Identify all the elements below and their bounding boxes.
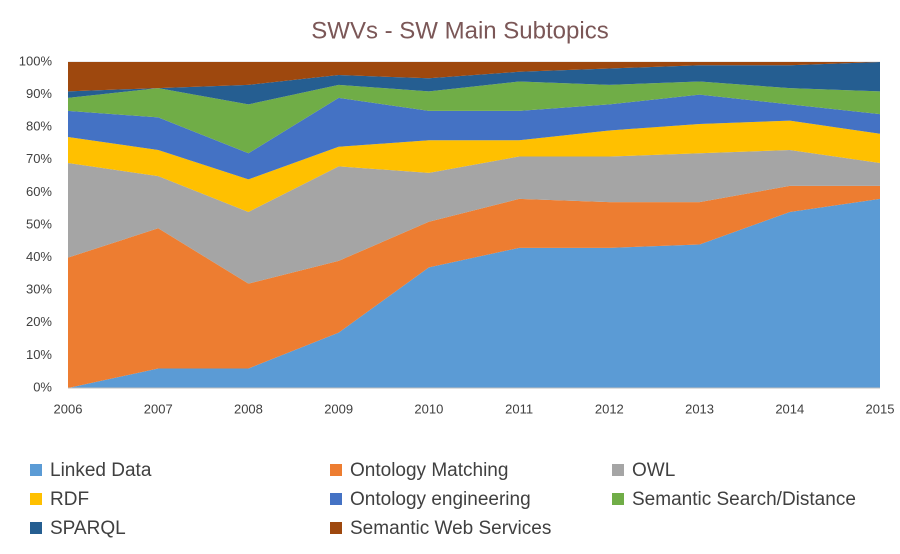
legend-swatch (330, 522, 342, 534)
legend-label: RDF (50, 489, 89, 510)
legend-label: OWL (632, 460, 675, 481)
x-tick-label: 2007 (144, 401, 173, 416)
chart-title: SWVs - SW Main Subtopics (311, 17, 608, 44)
area (68, 94, 880, 180)
area (68, 198, 880, 388)
legend-swatch (612, 493, 624, 505)
area (68, 62, 880, 105)
area (68, 62, 880, 92)
y-tick-label: 50% (26, 216, 52, 231)
legend-swatch (330, 464, 342, 476)
legend-label: Linked Data (50, 460, 152, 481)
x-tick-label: 2011 (505, 401, 533, 416)
y-tick-label: 80% (26, 119, 52, 134)
x-tick-label: 2012 (595, 401, 624, 416)
x-tick-label: 2008 (234, 401, 263, 416)
legend-label: Ontology Matching (350, 460, 508, 481)
area (68, 185, 880, 388)
legend-swatch (612, 464, 624, 476)
x-tick-label: 2014 (775, 401, 804, 416)
y-tick-label: 30% (26, 282, 52, 297)
y-tick-label: 70% (26, 151, 52, 166)
y-tick-label: 100% (19, 53, 53, 68)
legend-label: SPARQL (50, 518, 126, 539)
legend-swatch (30, 493, 42, 505)
area (68, 120, 880, 212)
y-tick-label: 40% (26, 249, 52, 264)
y-tick-label: 0% (33, 379, 52, 394)
x-tick-label: 2009 (324, 401, 353, 416)
x-tick-label: 2006 (54, 401, 83, 416)
legend-label: Semantic Search/Distance (632, 489, 856, 510)
x-tick-label: 2013 (685, 401, 714, 416)
y-tick-label: 20% (26, 314, 52, 329)
legend-swatch (30, 522, 42, 534)
legend-label: Semantic Web Services (350, 518, 551, 539)
legend-label: Ontology engineering (350, 489, 531, 510)
x-tick-label: 2015 (866, 401, 895, 416)
area (68, 150, 880, 284)
x-tick-label: 2010 (414, 401, 443, 416)
legend-swatch (30, 464, 42, 476)
y-tick-label: 60% (26, 184, 52, 199)
y-tick-label: 10% (26, 347, 52, 362)
y-tick-label: 90% (26, 86, 52, 101)
legend-swatch (330, 493, 342, 505)
